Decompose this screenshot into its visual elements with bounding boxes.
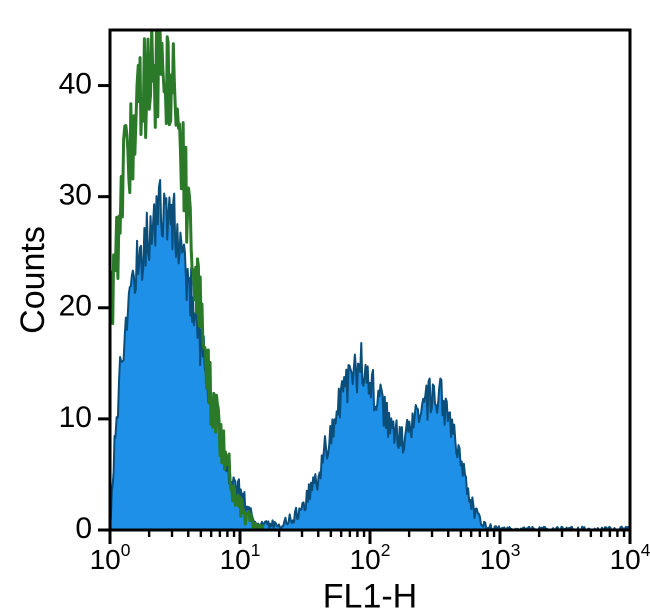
y-tick-label: 10	[59, 401, 92, 434]
y-tick-label: 40	[59, 67, 92, 100]
y-tick-label: 30	[59, 179, 92, 212]
y-axis-label: Counts	[14, 226, 52, 334]
flow-cytometry-chart: 010203040100101102103104FL1-HCounts	[0, 0, 650, 615]
y-tick-label: 20	[59, 290, 92, 323]
y-tick-label: 0	[75, 512, 92, 545]
x-axis-label: FL1-H	[323, 578, 417, 615]
chart-svg: 010203040100101102103104FL1-HCounts	[0, 0, 650, 615]
